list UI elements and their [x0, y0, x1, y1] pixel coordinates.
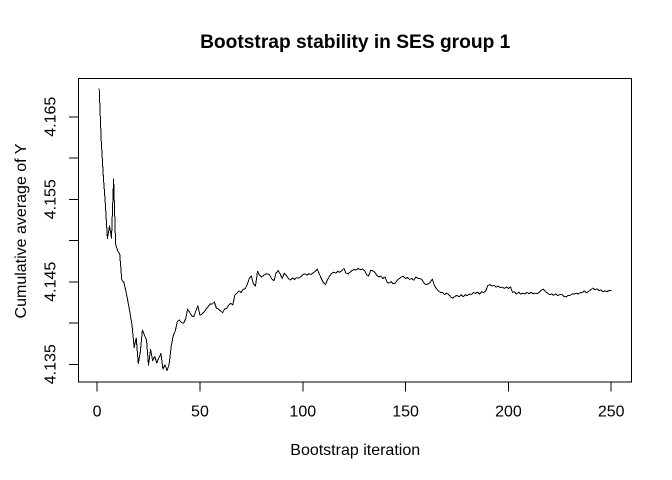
svg-text:0: 0 — [93, 403, 102, 420]
svg-text:150: 150 — [392, 403, 419, 420]
svg-text:Cumulative average of Y: Cumulative average of Y — [13, 143, 30, 318]
svg-text:4.145: 4.145 — [42, 262, 59, 302]
svg-text:Bootstrap stability in SES gro: Bootstrap stability in SES group 1 — [200, 32, 511, 53]
svg-text:50: 50 — [191, 403, 209, 420]
svg-text:4.135: 4.135 — [42, 344, 59, 384]
svg-text:Bootstrap iteration: Bootstrap iteration — [290, 442, 420, 459]
svg-text:200: 200 — [495, 403, 522, 420]
svg-text:250: 250 — [598, 403, 625, 420]
svg-text:4.165: 4.165 — [42, 97, 59, 137]
svg-text:4.155: 4.155 — [42, 179, 59, 219]
svg-text:100: 100 — [289, 403, 316, 420]
